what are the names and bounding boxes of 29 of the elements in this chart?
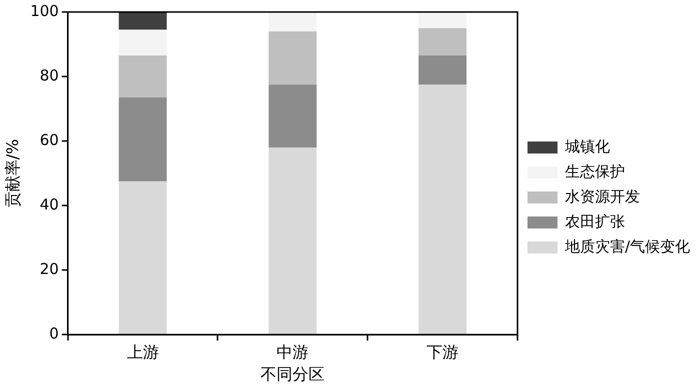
legend-label: 水资源开发 bbox=[565, 187, 640, 206]
bar bbox=[268, 31, 317, 85]
x-tick-label: 上游 bbox=[126, 342, 159, 362]
y-tick-label: 60 bbox=[40, 130, 59, 149]
bar bbox=[418, 84, 467, 334]
legend-label: 生态保护 bbox=[565, 162, 625, 180]
y-tick-label: 100 bbox=[30, 2, 59, 20]
bar bbox=[268, 12, 317, 32]
y-tick-label: 20 bbox=[40, 260, 59, 278]
bar bbox=[268, 147, 317, 334]
legend-label: 地质灾害/气候变化 bbox=[564, 237, 690, 256]
legend-label: 城镇化 bbox=[564, 137, 610, 156]
y-axis-title: 贡献率/% bbox=[2, 139, 22, 208]
bar bbox=[118, 97, 167, 182]
x-tick-label: 中游 bbox=[276, 342, 309, 362]
x-tick-label: 下游 bbox=[426, 342, 459, 362]
bar bbox=[118, 56, 167, 98]
bar bbox=[418, 28, 467, 56]
bar bbox=[118, 12, 167, 30]
bar bbox=[418, 12, 467, 28]
bar bbox=[268, 84, 317, 148]
y-tick-label: 0 bbox=[49, 324, 59, 342]
bar bbox=[118, 181, 167, 334]
y-tick-label: 40 bbox=[40, 195, 59, 214]
legend-label: 农田扩张 bbox=[565, 212, 625, 230]
bar bbox=[418, 56, 467, 85]
bar bbox=[118, 30, 167, 56]
y-tick-label: 80 bbox=[40, 66, 59, 84]
x-axis-title: 不同分区 bbox=[260, 364, 325, 384]
